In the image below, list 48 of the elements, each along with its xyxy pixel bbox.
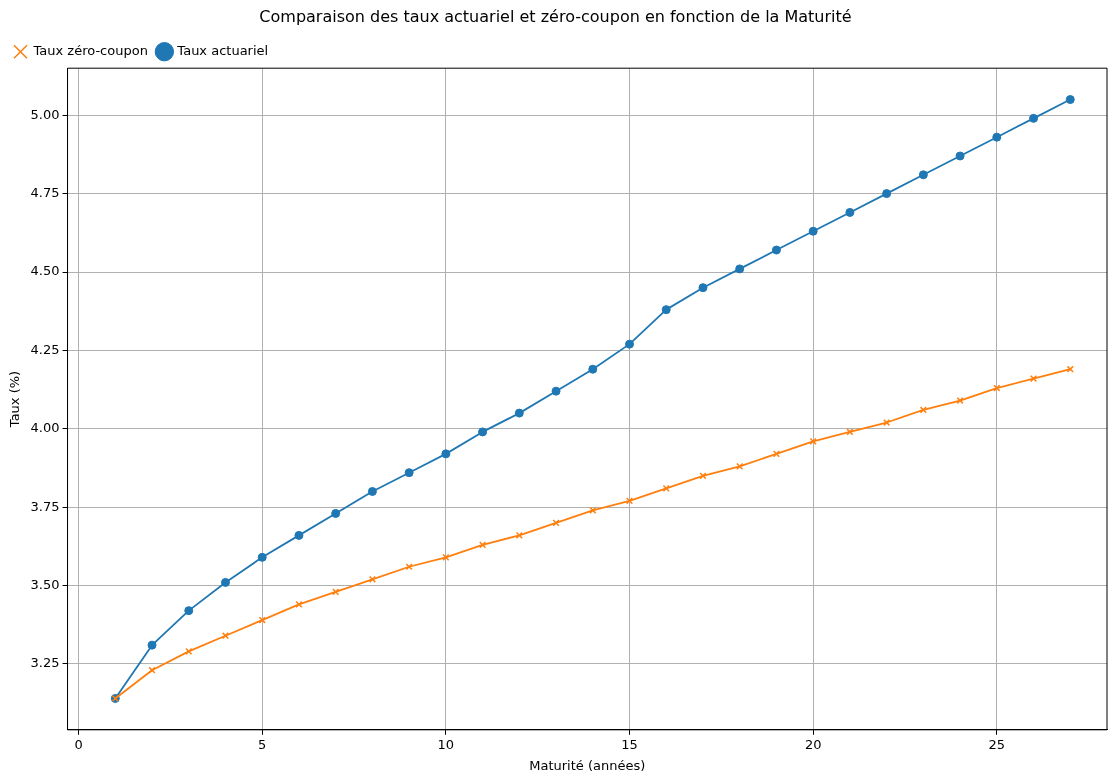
point	[478, 427, 488, 437]
y-tick-label: 4.50	[30, 263, 60, 279]
y-axis-title: Taux (%)	[7, 370, 23, 429]
point	[735, 264, 745, 274]
point	[147, 640, 157, 650]
x-tick-label: 15	[621, 736, 638, 752]
point	[625, 339, 635, 349]
point	[956, 396, 964, 405]
point	[771, 245, 781, 255]
x-tick-label: 20	[804, 736, 822, 752]
point	[846, 428, 854, 436]
y-tick-label: 3.50	[30, 576, 60, 592]
point	[551, 386, 561, 396]
point	[625, 497, 634, 505]
y-tick-label: 4.75	[30, 185, 60, 200]
chart-title: Comparaison des taux actuariel et zéro-coupon en fonction de la Maturité	[259, 6, 852, 26]
y-tick-label: 5.00	[30, 106, 60, 122]
point	[918, 170, 928, 180]
point	[514, 408, 524, 418]
x-tick-label: 10	[437, 736, 455, 752]
x-tick-label: 0	[74, 736, 83, 752]
point	[588, 364, 598, 374]
y-tick-label: 3.25	[30, 655, 60, 671]
x-axis-title: Maturité (années)	[529, 757, 646, 773]
legend-label: Taux actuariel	[176, 43, 269, 59]
x-tick-label: 5	[258, 736, 267, 752]
point	[404, 468, 414, 478]
point	[220, 577, 230, 587]
point	[1029, 113, 1039, 123]
point	[1065, 95, 1075, 105]
point	[845, 207, 855, 217]
x-tick-label: 25	[988, 736, 1006, 752]
point	[698, 283, 708, 293]
legend-label: Taux zéro-coupon	[32, 43, 148, 59]
point	[184, 606, 194, 616]
point	[331, 508, 341, 518]
point	[367, 487, 377, 496]
point	[992, 132, 1002, 142]
point	[882, 189, 892, 199]
point	[955, 151, 965, 161]
point	[661, 305, 671, 315]
y-tick-label: 4.25	[30, 341, 60, 357]
point	[441, 449, 451, 459]
point	[294, 530, 304, 540]
point	[808, 226, 818, 236]
y-tick-label: 3.75	[30, 498, 60, 514]
point	[257, 552, 267, 562]
y-tick-label: 4.00	[30, 420, 60, 436]
